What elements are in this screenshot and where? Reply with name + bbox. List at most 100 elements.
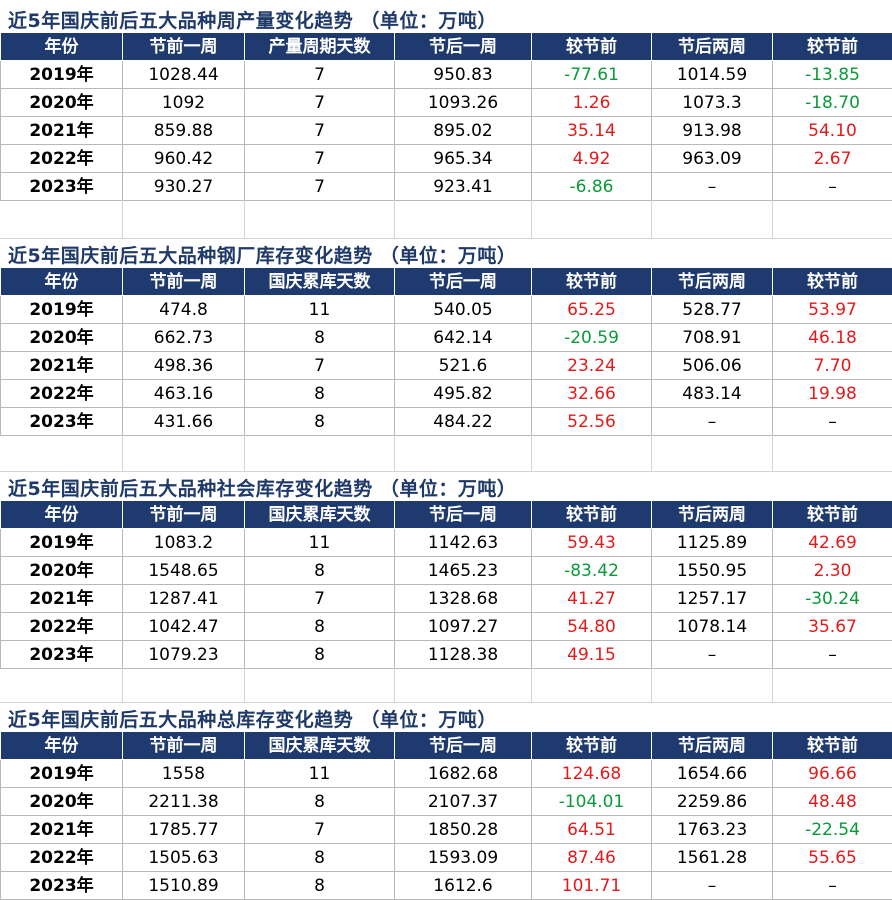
cell-post2[interactable]: 963.09 [652, 145, 773, 173]
cell-pre[interactable]: 463.16 [123, 380, 245, 408]
cell-post1[interactable]: 1328.68 [395, 585, 532, 613]
cell-chg2[interactable]: 2.30 [773, 557, 892, 585]
column-header[interactable]: 节后一周 [395, 732, 532, 760]
cell-pre[interactable]: 1287.41 [123, 585, 245, 613]
column-header[interactable]: 节前一周 [123, 33, 245, 61]
cell-year[interactable]: 2020年 [1, 324, 123, 352]
cell-year[interactable]: 2020年 [1, 557, 123, 585]
cell-post1[interactable]: 484.22 [395, 408, 532, 436]
cell-chg1[interactable]: 65.25 [532, 296, 652, 324]
cell-chg2[interactable]: 55.65 [773, 844, 892, 872]
cell-year[interactable]: 2022年 [1, 613, 123, 641]
cell-year[interactable]: 2022年 [1, 844, 123, 872]
cell-post2[interactable]: 1550.95 [652, 557, 773, 585]
column-header[interactable]: 较节前 [773, 33, 892, 61]
cell-post2[interactable]: 483.14 [652, 380, 773, 408]
cell-year[interactable]: 2022年 [1, 380, 123, 408]
cell-post2[interactable]: 1078.14 [652, 613, 773, 641]
cell-chg2[interactable]: 48.48 [773, 788, 892, 816]
column-header[interactable]: 国庆累库天数 [245, 732, 395, 760]
cell-chg2[interactable]: -18.70 [773, 89, 892, 117]
cell-chg1[interactable]: 101.71 [532, 872, 652, 900]
cell-chg2[interactable]: 46.18 [773, 324, 892, 352]
cell-post2[interactable]: 708.91 [652, 324, 773, 352]
cell-post1[interactable]: 923.41 [395, 173, 532, 201]
cell-days[interactable]: 11 [245, 296, 395, 324]
cell-post1[interactable]: 1465.23 [395, 557, 532, 585]
column-header[interactable]: 较节前 [532, 501, 652, 529]
cell-pre[interactable]: 662.73 [123, 324, 245, 352]
cell-chg1[interactable]: 1.26 [532, 89, 652, 117]
cell-post2[interactable]: 1014.59 [652, 61, 773, 89]
cell-chg2[interactable]: -13.85 [773, 61, 892, 89]
cell-post1[interactable]: 895.02 [395, 117, 532, 145]
cell-pre[interactable]: 960.42 [123, 145, 245, 173]
cell-pre[interactable]: 431.66 [123, 408, 245, 436]
cell-pre[interactable]: 1558 [123, 760, 245, 788]
cell-days[interactable]: 8 [245, 380, 395, 408]
column-header[interactable]: 较节前 [773, 501, 892, 529]
cell-chg1[interactable]: -77.61 [532, 61, 652, 89]
cell-chg2[interactable]: 2.67 [773, 145, 892, 173]
cell-post1[interactable]: 965.34 [395, 145, 532, 173]
column-header[interactable]: 较节前 [773, 268, 892, 296]
cell-pre[interactable]: 1785.77 [123, 816, 245, 844]
column-header[interactable]: 节后两周 [652, 732, 773, 760]
cell-post1[interactable]: 950.83 [395, 61, 532, 89]
cell-post2[interactable]: 913.98 [652, 117, 773, 145]
cell-days[interactable]: 11 [245, 760, 395, 788]
cell-post1[interactable]: 1097.27 [395, 613, 532, 641]
cell-pre[interactable]: 1510.89 [123, 872, 245, 900]
cell-chg2[interactable]: -22.54 [773, 816, 892, 844]
column-header[interactable]: 年份 [1, 33, 123, 61]
cell-post2[interactable]: 2259.86 [652, 788, 773, 816]
column-header[interactable]: 节前一周 [123, 501, 245, 529]
cell-days[interactable]: 8 [245, 641, 395, 669]
cell-post2[interactable]: 1654.66 [652, 760, 773, 788]
cell-year[interactable]: 2021年 [1, 585, 123, 613]
cell-year[interactable]: 2023年 [1, 641, 123, 669]
column-header[interactable]: 节后一周 [395, 33, 532, 61]
column-header[interactable]: 较节前 [532, 268, 652, 296]
cell-chg1[interactable]: 124.68 [532, 760, 652, 788]
cell-post1[interactable]: 1850.28 [395, 816, 532, 844]
cell-pre[interactable]: 1079.23 [123, 641, 245, 669]
cell-days[interactable]: 8 [245, 788, 395, 816]
cell-chg1[interactable]: 41.27 [532, 585, 652, 613]
column-header[interactable]: 较节前 [532, 732, 652, 760]
column-header[interactable]: 年份 [1, 732, 123, 760]
column-header[interactable]: 节后两周 [652, 33, 773, 61]
column-header[interactable]: 节后一周 [395, 501, 532, 529]
cell-chg2[interactable]: 53.97 [773, 296, 892, 324]
column-header[interactable]: 较节前 [532, 33, 652, 61]
column-header[interactable]: 年份 [1, 268, 123, 296]
cell-post1[interactable]: 1612.6 [395, 872, 532, 900]
column-header[interactable]: 国庆累库天数 [245, 501, 395, 529]
column-header[interactable]: 年份 [1, 501, 123, 529]
cell-chg2[interactable]: 42.69 [773, 529, 892, 557]
cell-chg2[interactable]: 35.67 [773, 613, 892, 641]
cell-chg2[interactable]: – [773, 173, 892, 201]
cell-pre[interactable]: 1548.65 [123, 557, 245, 585]
cell-year[interactable]: 2021年 [1, 352, 123, 380]
cell-post2[interactable]: 1561.28 [652, 844, 773, 872]
cell-pre[interactable]: 859.88 [123, 117, 245, 145]
cell-days[interactable]: 7 [245, 117, 395, 145]
cell-year[interactable]: 2021年 [1, 816, 123, 844]
cell-chg2[interactable]: 19.98 [773, 380, 892, 408]
cell-year[interactable]: 2023年 [1, 408, 123, 436]
cell-chg1[interactable]: -6.86 [532, 173, 652, 201]
column-header[interactable]: 较节前 [773, 732, 892, 760]
cell-post1[interactable]: 1093.26 [395, 89, 532, 117]
column-header[interactable]: 产量周期天数 [245, 33, 395, 61]
cell-post2[interactable]: 1073.3 [652, 89, 773, 117]
cell-chg2[interactable]: – [773, 641, 892, 669]
cell-pre[interactable]: 1505.63 [123, 844, 245, 872]
cell-days[interactable]: 8 [245, 844, 395, 872]
cell-chg2[interactable]: 54.10 [773, 117, 892, 145]
cell-post2[interactable]: 1763.23 [652, 816, 773, 844]
cell-days[interactable]: 7 [245, 89, 395, 117]
cell-days[interactable]: 8 [245, 557, 395, 585]
cell-pre[interactable]: 1092 [123, 89, 245, 117]
cell-pre[interactable]: 1083.2 [123, 529, 245, 557]
